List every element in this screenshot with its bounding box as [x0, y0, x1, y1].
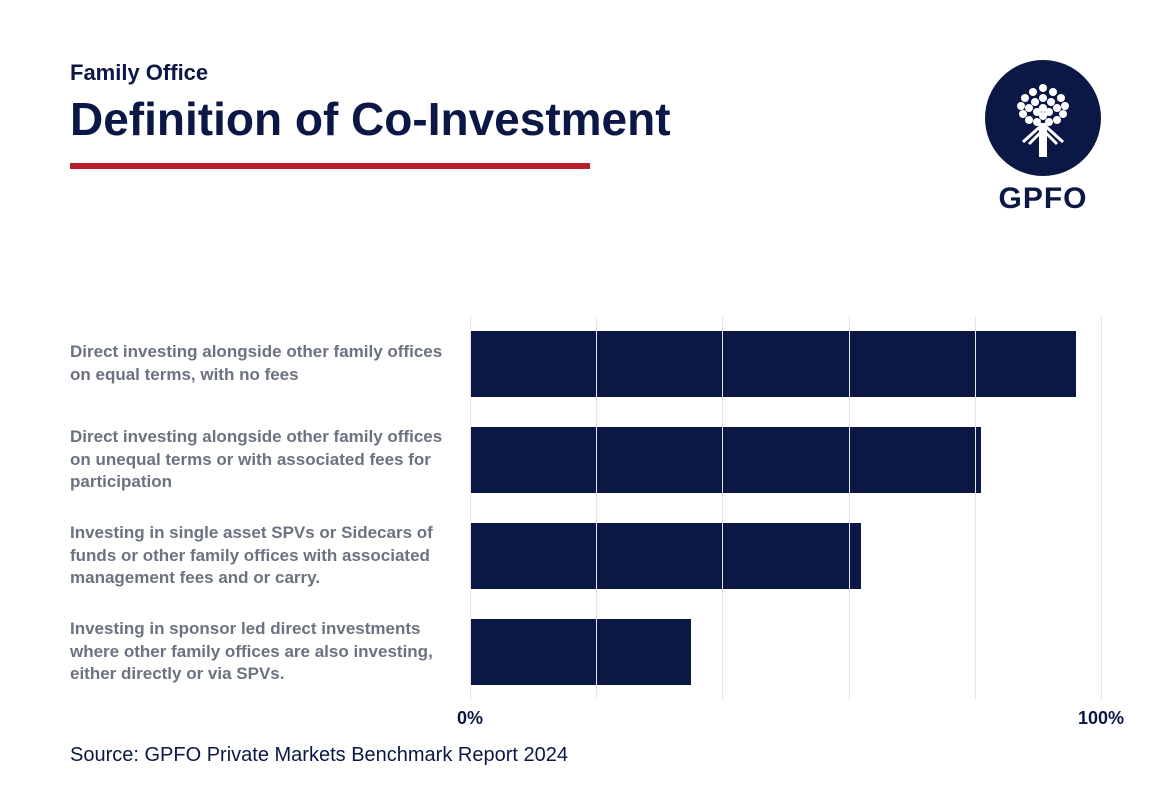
page-title: Definition of Co-Investment: [70, 94, 985, 145]
chart: Direct investing alongside other family …: [70, 316, 1101, 736]
grid-line: [470, 316, 471, 700]
chart-bar: [470, 523, 861, 589]
tree-icon: [993, 68, 1093, 168]
page: Family Office Definition of Co-Investmen…: [0, 0, 1171, 807]
title-rule: [70, 163, 590, 169]
chart-labels-column: Direct investing alongside other family …: [70, 316, 470, 736]
chart-bar: [470, 427, 981, 493]
grid-line: [849, 316, 850, 700]
grid-line: [1101, 316, 1102, 700]
chart-plot-column: 0%100%: [470, 316, 1101, 736]
chart-label: Direct investing alongside other family …: [70, 426, 454, 495]
axis-tick-label: 0%: [457, 708, 483, 729]
header-left: Family Office Definition of Co-Investmen…: [70, 60, 985, 169]
chart-bars: [470, 316, 1101, 700]
eyebrow-text: Family Office: [70, 60, 985, 86]
logo-circle-icon: [985, 60, 1101, 176]
chart-x-axis: 0%100%: [470, 708, 1101, 736]
chart-label: Direct investing alongside other family …: [70, 341, 454, 387]
chart-label: Investing in sponsor led direct investme…: [70, 618, 454, 687]
source-text: Source: GPFO Private Markets Benchmark R…: [70, 744, 568, 767]
chart-label: Investing in single asset SPVs or Sideca…: [70, 522, 454, 591]
chart-label-row: Investing in sponsor led direct investme…: [70, 604, 470, 700]
chart-bar: [470, 331, 1076, 397]
chart-bar-row: [470, 604, 1101, 700]
chart-label-row: Investing in single asset SPVs or Sideca…: [70, 508, 470, 604]
chart-bar-row: [470, 508, 1101, 604]
chart-bar-row: [470, 316, 1101, 412]
grid-line: [596, 316, 597, 700]
chart-bar: [470, 619, 691, 685]
logo-text: GPFO: [998, 182, 1087, 216]
chart-label-row: Direct investing alongside other family …: [70, 412, 470, 508]
chart-bar-row: [470, 412, 1101, 508]
grid-line: [975, 316, 976, 700]
axis-tick-label: 100%: [1078, 708, 1124, 729]
header-row: Family Office Definition of Co-Investmen…: [70, 60, 1101, 216]
logo: GPFO: [985, 60, 1101, 216]
chart-plot: [470, 316, 1101, 700]
grid-line: [722, 316, 723, 700]
chart-label-row: Direct investing alongside other family …: [70, 316, 470, 412]
